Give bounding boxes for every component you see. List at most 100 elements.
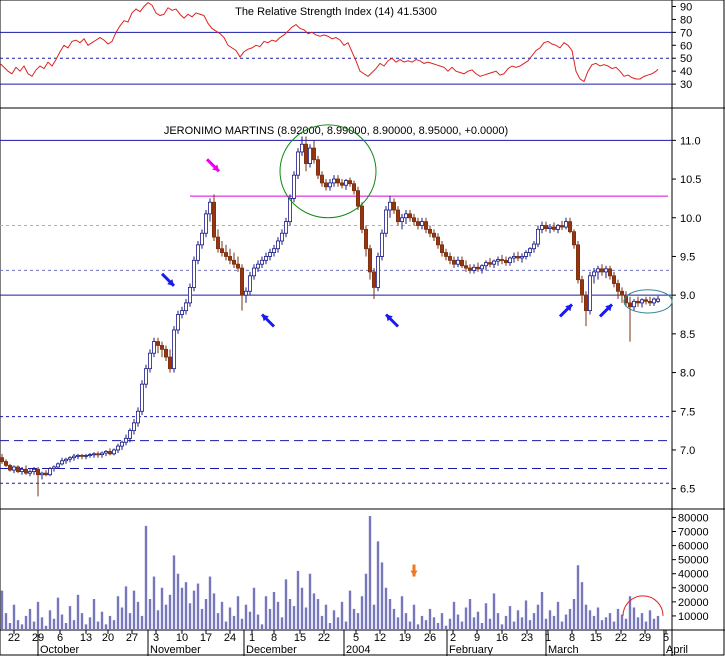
volume-bar: [352, 608, 356, 630]
candle-body: [11, 466, 16, 471]
volume-bar: [308, 573, 312, 630]
volume-tick-label: 20000: [678, 597, 709, 609]
volume-bar: [580, 582, 584, 630]
candle-body: [44, 472, 49, 476]
candle-body: [572, 231, 577, 246]
candle-body: [0, 457, 4, 462]
volume-bar: [72, 620, 76, 630]
volume-bar: [348, 590, 352, 630]
price-tick-label: 7.0: [680, 445, 695, 457]
x-day-label: 20: [102, 632, 114, 644]
x-day-label: 9: [474, 632, 480, 644]
volume-bar: [296, 570, 300, 630]
volume-bar: [584, 604, 588, 630]
volume-bar: [504, 615, 508, 630]
candle-body: [127, 430, 132, 439]
volume-bar: [652, 618, 656, 630]
volume-bar: [544, 618, 548, 630]
candle-body: [520, 256, 525, 259]
volume-bar: [512, 621, 516, 630]
candle-body: [223, 252, 228, 257]
candle-body: [279, 232, 284, 242]
candle-body: [423, 221, 428, 230]
volume-bar: [28, 608, 32, 630]
candle-body: [231, 259, 236, 265]
candle-body: [319, 174, 324, 184]
candle-body: [347, 180, 352, 185]
candle-body: [355, 190, 360, 207]
volume-bar: [268, 608, 272, 630]
candle-body: [175, 314, 180, 331]
candle-body: [471, 266, 476, 271]
candle-body: [600, 268, 605, 273]
volume-bar: [500, 624, 504, 630]
candle-body: [40, 472, 45, 476]
candle-body: [516, 256, 521, 259]
volume-bar: [408, 621, 412, 630]
x-day-label: 5: [663, 632, 669, 644]
candle-body: [27, 471, 32, 474]
volume-bar: [168, 594, 172, 630]
volume-bar: [616, 608, 620, 630]
volume-bar: [4, 613, 8, 630]
volume-bar: [556, 601, 560, 630]
volume-bar: [412, 604, 416, 630]
candle-body: [584, 294, 589, 312]
candle-body: [383, 209, 388, 234]
candle-body: [435, 236, 440, 246]
volume-bar: [136, 601, 140, 630]
volume-bar: [8, 622, 12, 630]
candle-body: [491, 260, 496, 265]
volume-bar: [432, 617, 436, 630]
candle-body: [243, 290, 248, 296]
volume-bar: [636, 617, 640, 630]
candle-body: [407, 213, 412, 219]
price-tick-label: 8.0: [680, 368, 695, 380]
candle-body: [612, 275, 617, 284]
x-day-label: 23: [521, 632, 533, 644]
x-day-label: 13: [80, 632, 92, 644]
candle-body: [116, 445, 121, 451]
volume-bar: [148, 599, 152, 630]
candle-body: [652, 298, 657, 304]
candle-body: [36, 468, 41, 476]
volume-tick-label: 40000: [678, 569, 709, 581]
arrow-head: [386, 314, 393, 322]
candle-body: [399, 217, 404, 223]
candle-body: [187, 287, 192, 304]
candle-body: [564, 221, 569, 228]
candle-body: [351, 183, 356, 192]
x-day-label: 27: [126, 632, 138, 644]
volume-bar: [424, 620, 428, 630]
x-month-label: December: [246, 644, 297, 656]
volume-bar: [68, 606, 72, 630]
volume-tick-label: 60000: [678, 541, 709, 553]
volume-bar: [248, 611, 252, 630]
volume-bar: [640, 613, 644, 630]
candle-body: [548, 226, 553, 229]
volume-bar: [340, 601, 344, 630]
volume-bar: [36, 601, 40, 630]
volume-bar: [632, 607, 636, 630]
candle-body: [271, 248, 276, 253]
candle-body: [227, 256, 232, 261]
candle-body: [72, 455, 77, 459]
candle-body: [108, 451, 113, 455]
candle-body: [267, 252, 272, 257]
volume-bar: [96, 621, 100, 630]
volume-bar: [0, 590, 4, 630]
volume-bar: [276, 601, 280, 630]
arrow-head: [605, 304, 612, 312]
volume-bar: [496, 613, 500, 630]
candle-body: [311, 147, 316, 161]
volume-bar: [212, 593, 216, 630]
volume-bar: [160, 587, 164, 630]
candle-body: [556, 225, 561, 230]
volume-bar: [100, 611, 104, 630]
candle-body: [191, 259, 196, 288]
volume-bar: [200, 608, 204, 630]
volume-bar: [592, 615, 596, 630]
volume-bar: [400, 596, 404, 630]
candle-body: [183, 302, 188, 312]
candle-body: [528, 248, 533, 253]
